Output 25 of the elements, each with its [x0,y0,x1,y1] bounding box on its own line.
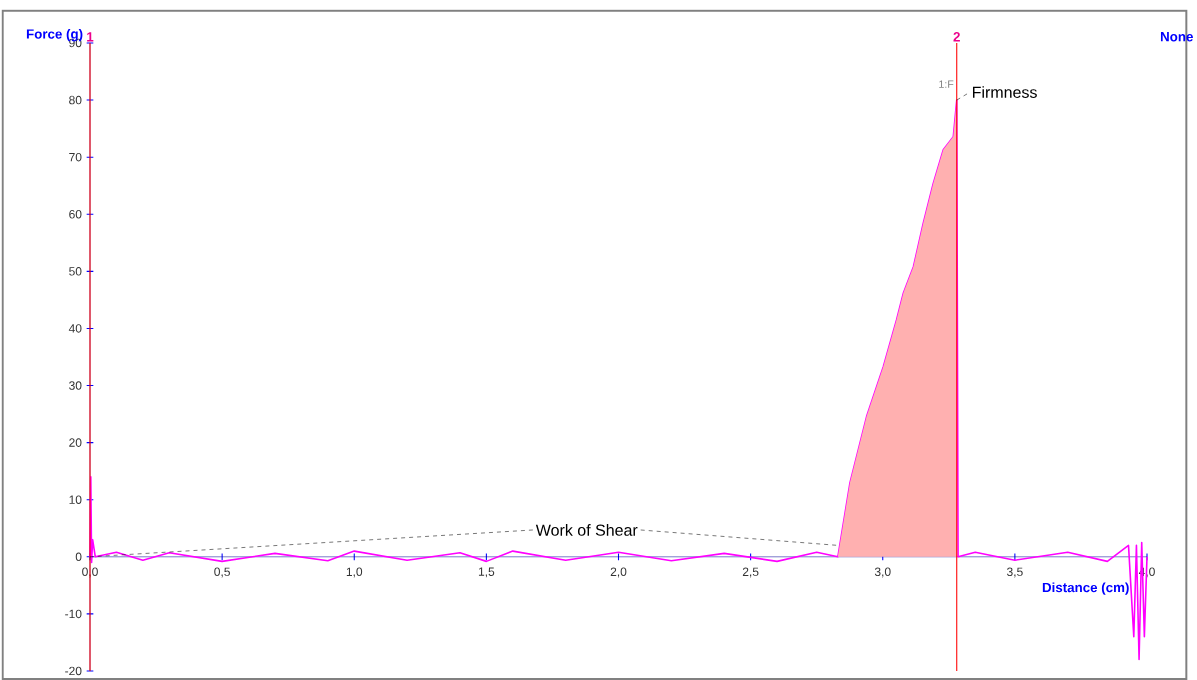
y-tick-label: 70 [69,152,82,162]
y-tick-label: 10 [69,495,82,504]
y-tick-label: 0 [75,552,82,562]
annotation: 2 [953,32,960,42]
y-tick-label: 50 [69,267,82,276]
annotation: Work of Shear [535,524,638,536]
y-tick-label: -20 [65,666,82,676]
y-tick-label: 60 [69,210,82,219]
annotation: 1:F [939,80,954,88]
y-tick-label: 40 [68,324,82,333]
x-tick-label: 1,5 [478,567,495,578]
x-tick-label: 0,5 [214,567,230,578]
annotation: Firmness [972,86,1037,98]
x-tick-label: 2,0 [610,567,627,578]
annotation: 1 [87,32,94,42]
x-tick-label: 3,0 [874,567,891,578]
y-tick-label: -10 [65,609,82,619]
y-tick-label: 30 [69,381,82,390]
text: None [1160,32,1193,42]
y-tick-label: 20 [69,438,82,447]
y-tick-label: 80 [69,95,82,105]
x-tick-label: 1,0 [346,567,363,578]
x-tick-label: 3,5 [1007,567,1023,578]
x-tick-label: 2,5 [742,567,759,578]
x-axis-title: Distance (cm) [1042,582,1129,595]
